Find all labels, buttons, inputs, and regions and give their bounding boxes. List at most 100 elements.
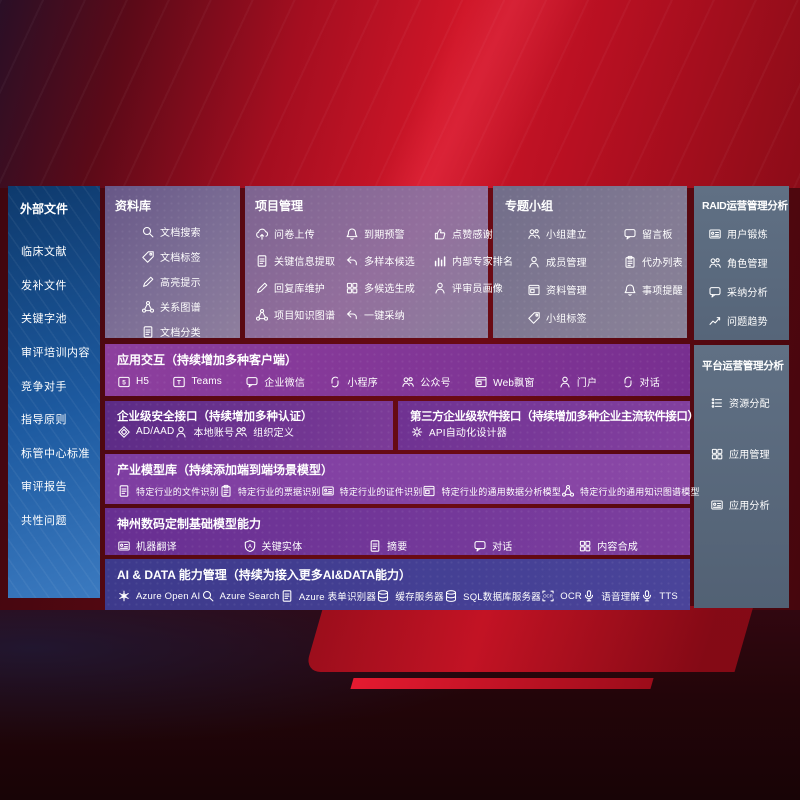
issue-trend-item[interactable]: 问题趋势 bbox=[708, 313, 781, 328]
highlight-pen-item[interactable]: 高亮提示 bbox=[141, 274, 230, 289]
library-panel: 资料库 文档搜索 文档标签 高亮提示 关系图谱 文档分类 bbox=[105, 186, 240, 339]
tag-icon bbox=[141, 250, 155, 264]
file-recognize-item[interactable]: 特定行业的文件识别 bbox=[117, 484, 219, 498]
sidebar-item[interactable]: 审评报告 bbox=[21, 481, 67, 494]
alarm-item[interactable]: 到期预警 bbox=[345, 226, 433, 241]
miniprogram-item[interactable]: 小程序 bbox=[328, 374, 378, 389]
item-label: 本地账号 bbox=[193, 428, 235, 439]
entity-icon: A bbox=[243, 539, 257, 553]
team-create-item[interactable]: 小组建立 bbox=[527, 226, 623, 241]
item-label: 资料管理 bbox=[546, 286, 587, 297]
relation-graph-item[interactable]: 关系图谱 bbox=[141, 299, 230, 314]
role-manage-item[interactable]: 角色管理 bbox=[708, 255, 781, 270]
todo-list-item[interactable]: 代办列表 bbox=[623, 254, 683, 269]
sidebar-item[interactable]: 指导原则 bbox=[21, 414, 67, 427]
item-label: 文档分类 bbox=[160, 328, 201, 339]
web-popup-item[interactable]: Web飘窗 bbox=[474, 374, 534, 389]
expert-ranking-item[interactable]: 内部专家排名 bbox=[433, 253, 513, 268]
org-define-item[interactable]: 组织定义 bbox=[234, 424, 294, 439]
cache-server-icon bbox=[376, 589, 390, 603]
content-compose-item[interactable]: 内容合成 bbox=[578, 538, 638, 553]
one-click-adopt-item[interactable]: 一键采纳 bbox=[345, 307, 433, 322]
sql-db-item[interactable]: SQL数据库服务器 bbox=[444, 589, 541, 603]
tts-item[interactable]: TTS bbox=[640, 589, 678, 603]
wechat-work-item[interactable]: 企业微信 bbox=[245, 374, 305, 389]
item-label: 代办列表 bbox=[642, 258, 683, 269]
item-label: 到期预警 bbox=[364, 230, 405, 241]
group-tag-item[interactable]: 小组标签 bbox=[527, 310, 623, 325]
app-report-icon bbox=[710, 498, 724, 512]
certificate-recognize-item[interactable]: 特定行业的证件识别 bbox=[321, 484, 423, 498]
portal-item[interactable]: 门户 bbox=[558, 374, 597, 389]
project-knowledge-graph-item[interactable]: 项目知识图谱 bbox=[255, 307, 345, 322]
material-manage-item[interactable]: 资料管理 bbox=[527, 282, 623, 297]
sidebar-item[interactable]: 关键字池 bbox=[21, 313, 67, 326]
dialog-item[interactable]: 对话 bbox=[621, 374, 660, 389]
official-account-item[interactable]: 公众号 bbox=[401, 374, 451, 389]
thirdparty-software-row: 第三方企业级软件接口（持续增加多种企业主流软件接口） API自动化设计器 bbox=[398, 401, 699, 450]
multi-sample-item[interactable]: 多样本候选 bbox=[345, 253, 433, 268]
platform-analysis-panel: 平台运营管理分析 资源分配 应用管理 应用分析 bbox=[694, 345, 789, 608]
svg-text:A: A bbox=[248, 543, 252, 549]
sidebar-item[interactable]: 发补文件 bbox=[21, 279, 67, 292]
ocr-item[interactable]: OCR OCR bbox=[541, 589, 582, 603]
sidebar-item[interactable]: 竞争对手 bbox=[21, 380, 67, 393]
team-create-icon bbox=[527, 227, 541, 241]
local-account-item[interactable]: 本地账号 bbox=[174, 424, 234, 439]
user-card-item[interactable]: 用户锻炼 bbox=[708, 226, 781, 241]
multi-candidate-icon bbox=[345, 281, 359, 295]
cloud-upload-item[interactable]: 问卷上传 bbox=[255, 226, 345, 241]
sidebar-item[interactable]: 标管中心标准 bbox=[21, 447, 90, 460]
translate-item[interactable]: 机器翻译 bbox=[117, 538, 177, 553]
sidebar-item[interactable]: 审评培训内容 bbox=[21, 346, 90, 359]
entity-item[interactable]: A 关键实体 bbox=[243, 538, 303, 553]
doc-search-icon bbox=[141, 225, 155, 239]
resource-list-item[interactable]: 资源分配 bbox=[710, 395, 781, 410]
tag-item[interactable]: 文档标签 bbox=[141, 249, 230, 264]
multi-sample-icon bbox=[345, 254, 359, 268]
form-recognizer-item[interactable]: Azure 表单识别器 bbox=[280, 589, 376, 603]
key-info-extract-item[interactable]: 关键信息提取 bbox=[255, 253, 345, 268]
item-label: OCR bbox=[560, 590, 582, 602]
teams-item[interactable]: T Teams bbox=[172, 375, 222, 389]
reminder-bell-item[interactable]: 事项提醒 bbox=[623, 282, 683, 297]
qa-analysis-item[interactable]: 采纳分析 bbox=[708, 284, 781, 299]
summary-item[interactable]: 摘要 bbox=[368, 538, 407, 553]
app-report-item[interactable]: 应用分析 bbox=[710, 497, 781, 512]
sidebar-item[interactable]: 共性问题 bbox=[21, 515, 67, 527]
app-grid-item[interactable]: 应用管理 bbox=[710, 446, 781, 461]
cache-server-item[interactable]: 缓存服务器 bbox=[376, 589, 444, 603]
multi-candidate-item[interactable]: 多候选生成 bbox=[345, 280, 433, 295]
item-label: 留言板 bbox=[642, 230, 673, 241]
item-label: H5 bbox=[136, 376, 150, 387]
openai-item[interactable]: Azure Open AI bbox=[117, 589, 200, 603]
item-label: TTS bbox=[659, 590, 678, 602]
sidebar-item[interactable]: 临床文献 bbox=[21, 246, 67, 258]
reply-library-item[interactable]: 回复库维护 bbox=[255, 280, 345, 295]
knowledge-graph-model-item[interactable]: 特定行业的通用知识图谱模型 bbox=[561, 484, 700, 498]
raid-analysis-panel: RAID运营管理分析 用户锻炼 角色管理 采纳分析 问题趋势 bbox=[694, 186, 789, 340]
speech-understand-item[interactable]: 语音理解 bbox=[582, 589, 640, 603]
data-analysis-model-item[interactable]: 特定行业的通用数据分析模型 bbox=[422, 484, 561, 498]
security-items: AD/AAD 本地账号 组织定义 bbox=[117, 424, 381, 444]
knowledge-graph-model-icon bbox=[561, 484, 575, 498]
ocr-icon: OCR bbox=[541, 589, 555, 603]
receipt-recognize-item[interactable]: 特定行业的票据识别 bbox=[219, 484, 321, 498]
reviewer-profile-item[interactable]: 评审员画像 bbox=[433, 280, 513, 295]
teams-icon: T bbox=[172, 375, 186, 389]
document-category-item[interactable]: 文档分类 bbox=[141, 324, 230, 339]
azure-ad-item[interactable]: AD/AAD bbox=[117, 425, 174, 439]
thumbs-up-item[interactable]: 点赞感谢 bbox=[433, 226, 513, 241]
background-red-shape bbox=[304, 606, 754, 672]
item-label: 组织定义 bbox=[253, 428, 295, 439]
bbs-board-item[interactable]: 留言板 bbox=[623, 226, 683, 241]
chat-item[interactable]: 对话 bbox=[473, 538, 512, 553]
h5-item[interactable]: 5 H5 bbox=[117, 375, 149, 389]
api-designer-item[interactable]: API自动化设计器 bbox=[410, 424, 507, 439]
azure-search-item[interactable]: Azure Search bbox=[201, 589, 280, 603]
api-designer-icon bbox=[410, 425, 424, 439]
member-manage-item[interactable]: 成员管理 bbox=[527, 254, 623, 269]
models-title: 产业模型库（持续添加端到端场景模型） bbox=[117, 463, 334, 477]
doc-search-item[interactable]: 文档搜索 bbox=[141, 224, 230, 239]
background-red-stripe bbox=[350, 678, 654, 689]
